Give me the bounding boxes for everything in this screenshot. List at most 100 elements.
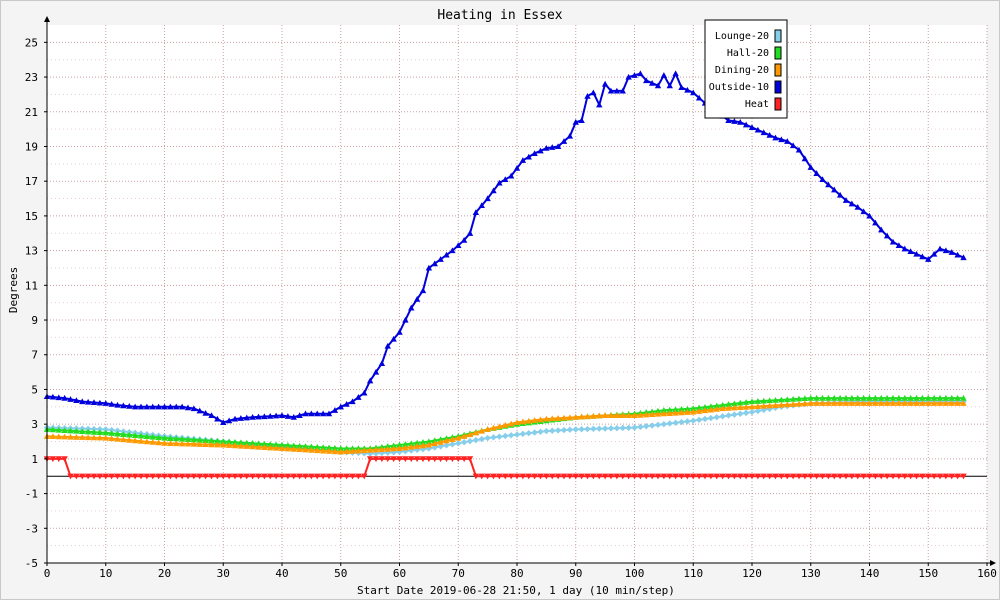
data-point <box>137 437 145 444</box>
data-point <box>231 442 239 449</box>
series-outside-10 <box>43 70 967 425</box>
data-point <box>472 436 480 444</box>
data-point <box>760 473 767 480</box>
data-point <box>308 473 315 480</box>
x-tick-label: 40 <box>275 567 288 580</box>
data-point <box>437 456 444 463</box>
data-point <box>936 400 944 406</box>
data-point <box>819 394 826 401</box>
x-tick-label: 140 <box>860 567 880 580</box>
chart-title: Heating in Essex <box>437 8 562 23</box>
data-point <box>789 401 797 407</box>
data-point <box>543 145 550 151</box>
data-point <box>789 395 797 402</box>
data-point <box>173 435 180 442</box>
data-point <box>396 445 403 452</box>
data-point <box>907 248 914 255</box>
data-point <box>584 92 591 99</box>
y-tick-label: 13 <box>25 245 38 258</box>
x-tick-label: 160 <box>977 567 997 580</box>
data-point <box>290 442 297 449</box>
data-point <box>490 473 497 480</box>
data-point <box>396 441 403 448</box>
data-point <box>554 415 562 421</box>
data-point <box>155 403 162 410</box>
data-point <box>90 473 98 480</box>
data-point <box>126 436 133 443</box>
data-point <box>237 442 245 449</box>
x-tick-label: 60 <box>393 567 406 580</box>
data-point <box>225 442 233 448</box>
data-point <box>513 419 521 425</box>
data-point <box>143 438 151 445</box>
plot-area <box>47 25 987 563</box>
data-point <box>296 412 303 419</box>
data-point <box>960 400 967 406</box>
data-point <box>684 418 691 425</box>
data-point <box>825 394 832 401</box>
data-point <box>866 394 873 401</box>
data-point <box>231 415 239 422</box>
data-point <box>61 427 68 433</box>
data-point <box>913 400 920 406</box>
data-point <box>490 424 497 431</box>
data-point <box>549 473 556 480</box>
data-point <box>84 428 92 435</box>
data-point <box>67 473 74 480</box>
data-point <box>261 444 268 450</box>
data-point <box>419 439 427 445</box>
data-point <box>572 473 579 480</box>
data-point <box>378 360 386 366</box>
y-tick-label: 25 <box>25 36 38 49</box>
data-point <box>449 441 456 448</box>
data-point <box>907 400 914 406</box>
data-point <box>919 253 926 260</box>
data-point <box>408 456 415 463</box>
data-point <box>954 400 961 406</box>
data-point <box>784 138 791 144</box>
data-point <box>431 456 438 463</box>
data-point <box>731 473 738 480</box>
data-point <box>836 394 844 401</box>
data-point <box>167 435 174 441</box>
data-point <box>566 426 574 433</box>
data-point <box>325 444 333 451</box>
data-point <box>73 427 80 434</box>
data-point <box>725 473 732 480</box>
data-point <box>519 473 527 480</box>
data-point <box>925 473 932 480</box>
y-tick-label: -1 <box>25 488 38 501</box>
data-point <box>402 456 409 463</box>
data-point <box>455 242 462 248</box>
data-point <box>472 429 480 436</box>
data-point <box>543 415 550 422</box>
data-point <box>590 425 597 433</box>
data-point <box>554 427 562 434</box>
data-point <box>402 441 409 447</box>
data-point <box>860 208 867 215</box>
y-tick-label: -3 <box>25 522 38 535</box>
data-point <box>772 134 779 141</box>
data-point <box>866 473 873 480</box>
data-point <box>842 197 850 203</box>
data-point <box>149 473 156 480</box>
data-point <box>278 412 286 419</box>
data-point <box>631 473 638 480</box>
data-point <box>596 473 603 480</box>
data-point <box>754 126 762 133</box>
y-tick-label: 19 <box>25 140 38 153</box>
data-point <box>372 446 380 453</box>
data-point <box>936 245 944 252</box>
data-point <box>460 433 468 439</box>
data-point <box>643 423 650 430</box>
data-point <box>666 473 673 480</box>
data-point <box>507 473 515 480</box>
data-point <box>842 394 850 401</box>
data-point <box>654 410 662 417</box>
data-point <box>742 399 750 405</box>
y-tick-label: 3 <box>31 418 38 431</box>
data-point <box>425 456 433 463</box>
data-point <box>654 407 662 414</box>
x-tick-label: 90 <box>569 567 582 580</box>
data-point <box>284 442 292 448</box>
